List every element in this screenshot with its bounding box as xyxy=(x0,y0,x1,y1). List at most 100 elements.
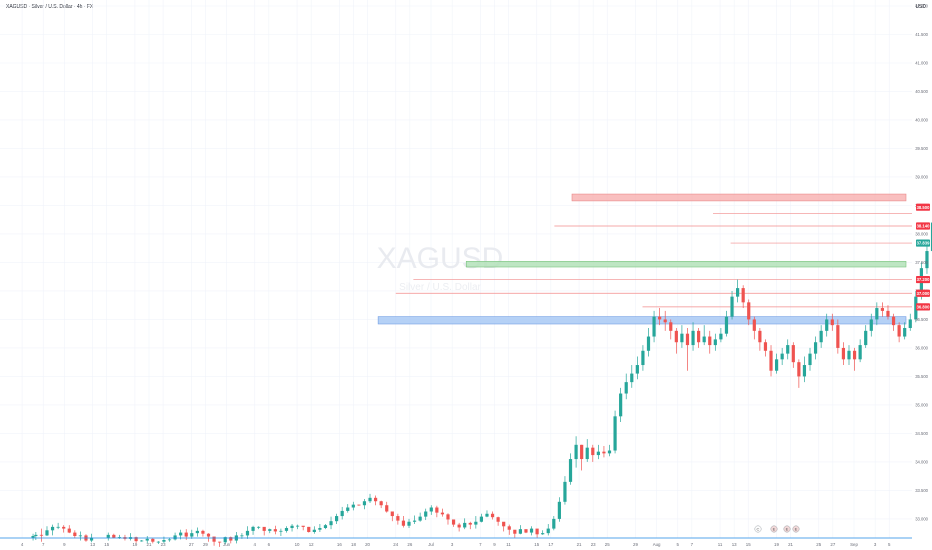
candle-body xyxy=(891,316,896,326)
candle-body xyxy=(596,451,600,456)
candle-body xyxy=(535,528,539,535)
candle-body xyxy=(173,535,177,540)
candle-body xyxy=(847,350,851,360)
candle-body xyxy=(630,373,634,383)
event-icon-label: E xyxy=(795,527,798,532)
candle-body xyxy=(245,530,250,536)
x-tick-label: 11 xyxy=(718,542,723,547)
candle-body xyxy=(50,526,55,531)
demand-zone xyxy=(377,316,907,325)
candle-body xyxy=(518,529,522,534)
candle-body xyxy=(719,333,723,340)
candle-body xyxy=(368,497,372,502)
candle-body xyxy=(541,533,545,535)
y-tick-label: 35.500 xyxy=(915,374,928,379)
candle-body xyxy=(401,520,406,526)
candle-body xyxy=(407,521,411,526)
candle-body xyxy=(808,353,812,366)
price-label-bg xyxy=(916,239,930,247)
y-tick-label: 42.000 xyxy=(915,4,928,9)
price-label-bg xyxy=(916,303,930,311)
candle-body xyxy=(296,525,300,527)
y-tick-label: 36.000 xyxy=(915,345,928,350)
candle-body xyxy=(145,538,149,541)
candle-body xyxy=(925,251,929,269)
x-tick-label: 13 xyxy=(732,542,737,547)
candle-body xyxy=(490,513,495,518)
y-tick-label: 40.000 xyxy=(915,117,928,122)
event-icon xyxy=(783,525,791,533)
event-icon-label: C xyxy=(757,527,760,532)
resistance-zone xyxy=(571,193,907,202)
price-label: 38.500 xyxy=(917,205,930,210)
candle-body xyxy=(268,529,272,531)
candle-body xyxy=(875,308,879,320)
candle-body xyxy=(463,522,467,528)
event-icon xyxy=(754,525,762,533)
candle-body xyxy=(585,447,589,460)
candle-body xyxy=(67,528,71,533)
candle-body xyxy=(223,537,227,543)
candle-body xyxy=(624,382,628,394)
candle-body xyxy=(78,535,83,537)
candle-body xyxy=(474,521,478,525)
candle-body xyxy=(435,507,439,513)
candle-body xyxy=(418,516,422,521)
y-tick-label: 38.000 xyxy=(915,231,928,236)
candle-body xyxy=(190,533,194,537)
candle-body xyxy=(346,507,350,511)
x-tick-label: 17 xyxy=(548,542,553,547)
price-label-bg xyxy=(916,275,930,284)
candle-body xyxy=(557,501,561,519)
candle-body xyxy=(552,518,556,529)
candle-body xyxy=(797,362,801,377)
candle-body xyxy=(580,444,584,460)
candle-body xyxy=(240,535,244,537)
y-tick-label: 40.500 xyxy=(915,89,928,94)
candle-body xyxy=(563,481,567,502)
x-tick-label: 3 xyxy=(874,542,877,547)
y-tick-label: 33.000 xyxy=(915,516,928,521)
candle-body xyxy=(680,333,684,343)
candle-body xyxy=(340,510,344,517)
price-label-bg xyxy=(916,289,930,297)
x-tick-label: 19 xyxy=(774,542,779,547)
x-tick-label: 20 xyxy=(365,542,370,547)
candle-body xyxy=(802,365,807,377)
candle-body xyxy=(379,501,383,506)
candle-body xyxy=(117,537,121,538)
candle-body xyxy=(825,319,829,331)
x-tick-label: Aug xyxy=(653,542,661,547)
candle-body xyxy=(897,325,901,337)
candle-body xyxy=(691,330,695,346)
event-icon-label: E xyxy=(786,527,789,532)
candle-body xyxy=(134,537,138,542)
x-tick-label: 26 xyxy=(407,542,412,547)
x-tick-label: 4 xyxy=(254,542,257,547)
candle-body xyxy=(869,319,873,331)
candle-body xyxy=(218,541,222,543)
candle-body xyxy=(440,512,445,515)
candle-body xyxy=(290,525,294,529)
price-label: 37.200 xyxy=(917,277,930,282)
candle-body xyxy=(697,330,701,343)
candle-body xyxy=(619,393,623,417)
y-tick-label: 34.500 xyxy=(915,431,928,436)
candle-body xyxy=(635,365,639,374)
x-tick-label: 25 xyxy=(816,542,821,547)
candle-body xyxy=(674,330,678,343)
x-tick-label: 23 xyxy=(161,542,166,547)
candle-body xyxy=(479,516,484,522)
currency-label: USD xyxy=(915,4,926,10)
candle-body xyxy=(864,330,868,346)
candle-body xyxy=(62,526,66,529)
candle-body xyxy=(362,501,367,506)
candle-body xyxy=(685,333,690,346)
candle-body xyxy=(791,345,795,363)
candle-body xyxy=(184,532,188,537)
candle-body xyxy=(747,302,751,320)
candle-body xyxy=(769,350,773,371)
candle-body xyxy=(724,316,729,334)
candle-body xyxy=(780,353,784,360)
